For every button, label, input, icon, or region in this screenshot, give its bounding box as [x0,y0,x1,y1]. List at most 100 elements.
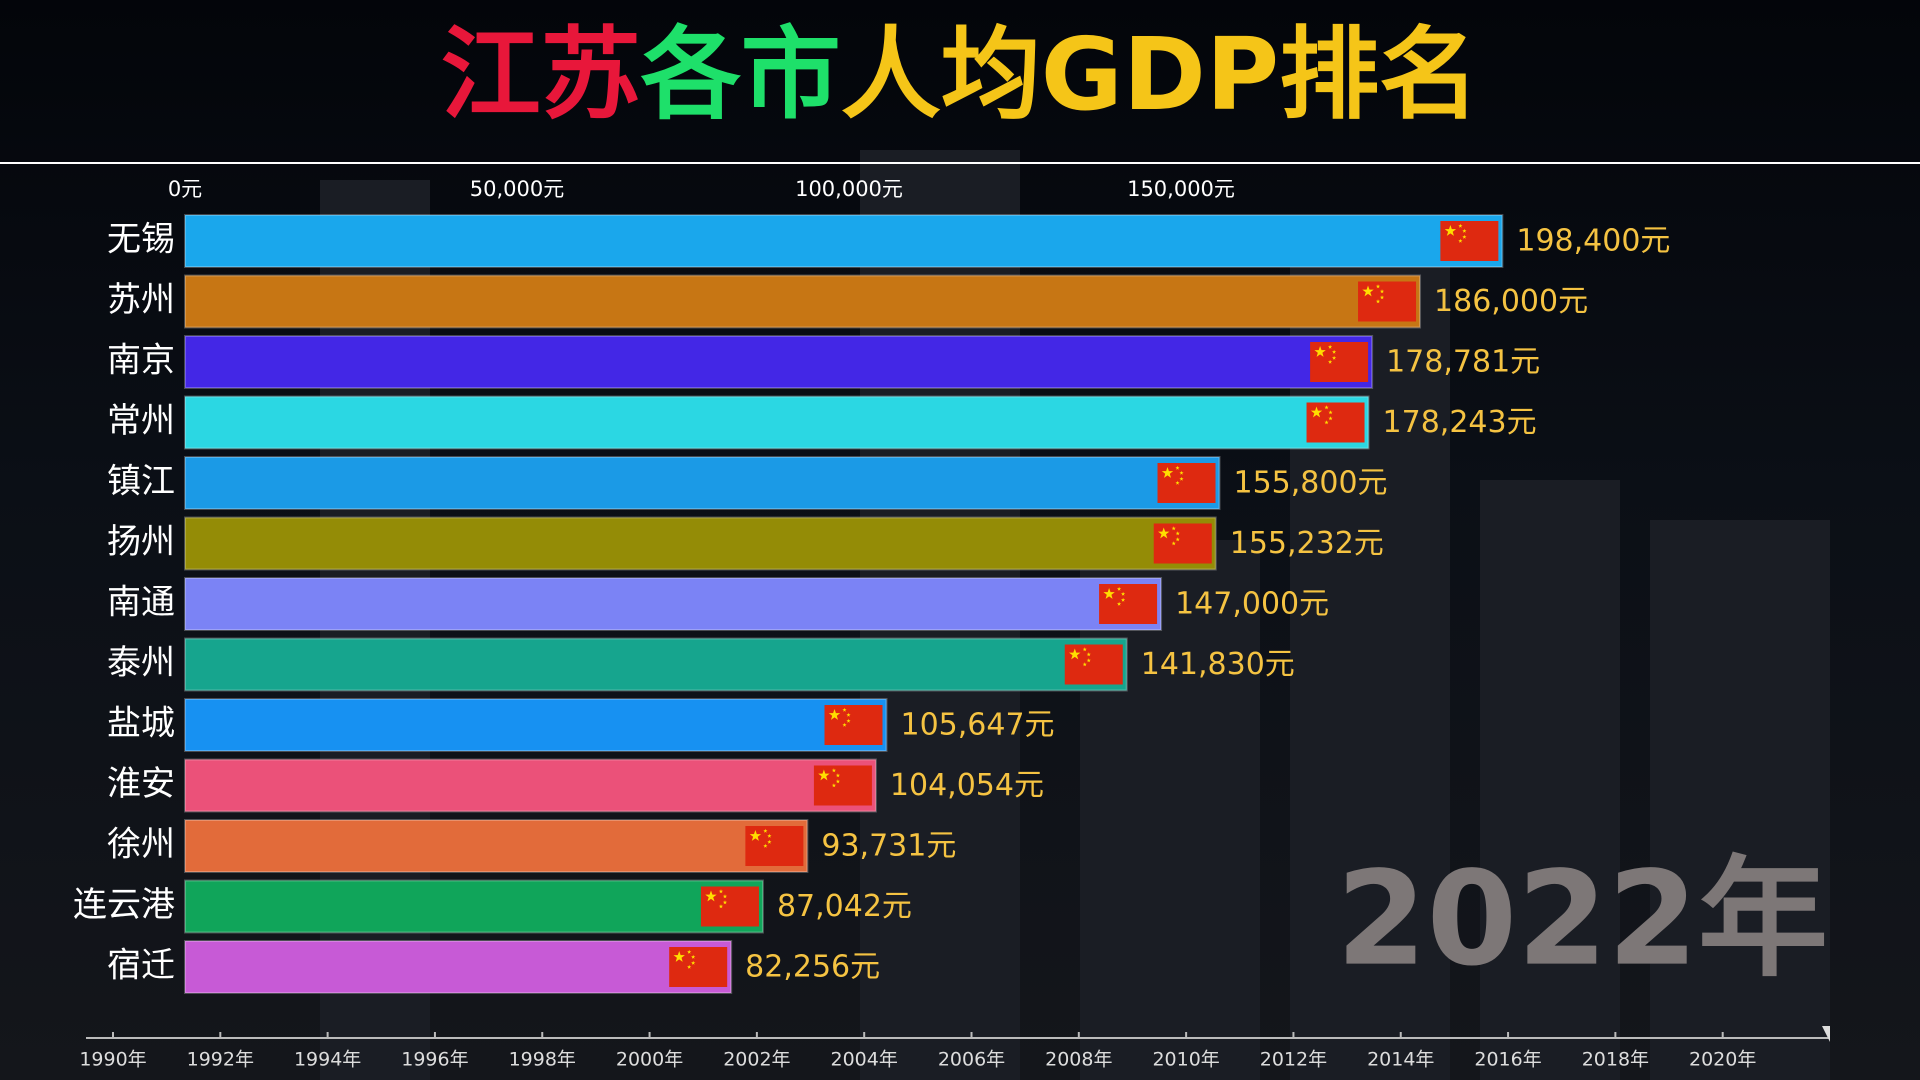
flag-star [722,900,728,905]
flag-star [1458,223,1463,228]
flag-star [705,890,717,902]
flag-star [1328,359,1333,364]
value-label: 198,400元 [1516,224,1670,259]
flag-icon [1064,644,1123,685]
timeline-label: 2016年 [1474,1049,1541,1071]
value-label: 82,256元 [745,950,880,985]
flag [824,705,883,745]
flag-star [718,889,724,894]
flag [700,886,759,927]
flag-star [842,707,847,712]
bar [184,758,877,813]
timeline-label: 2020年 [1689,1049,1756,1071]
flag [1157,463,1216,503]
flag-star [1171,526,1176,531]
flag-icon [1440,221,1499,261]
flag-star [1069,648,1081,660]
flag-star [1117,586,1122,591]
timeline-label: 1996年 [401,1049,468,1071]
flag-star [1362,285,1374,297]
flag-icon [1306,402,1365,443]
category-label: 宿迁 [107,946,175,986]
flag-star [1328,410,1333,415]
timeline-marker [1822,1026,1830,1042]
flag [745,826,804,866]
flag-star [1328,416,1333,421]
category-label: 徐州 [107,825,175,865]
timeline-label: 2000年 [616,1049,683,1071]
value-label: 186,000元 [1434,284,1588,319]
flag-icon [813,765,872,806]
flag [1099,584,1158,624]
category-label: 盐城 [107,704,175,744]
flag-star [1324,420,1329,425]
timeline-label: 2002年 [723,1049,790,1071]
flag-star [831,768,836,773]
flag-star [1462,228,1467,233]
flag-star [1158,527,1170,539]
flag-star [1179,470,1184,475]
flag-star [1086,652,1091,657]
category-label: 镇江 [107,462,175,502]
value-label: 178,781元 [1386,345,1540,380]
flag [1306,402,1365,443]
flag-star [763,828,768,833]
flag-star [835,779,840,784]
x-tick-label: 150,000元 [1127,177,1235,201]
timeline-label: 1990年 [79,1049,146,1071]
flag-star [842,722,847,727]
bar [184,698,888,752]
flag [1358,281,1417,322]
flag [1064,644,1123,685]
timeline-label: 2018年 [1582,1049,1649,1071]
flag-star [1462,234,1467,239]
category-label: 扬州 [107,522,175,562]
category-label: 苏州 [107,280,175,320]
flag-star [691,954,696,959]
flag-star [828,709,841,720]
timeline-label: 2004年 [831,1049,898,1071]
flag-icon [824,705,883,745]
category-label: 南通 [107,583,175,623]
category-label: 淮安 [107,764,175,804]
bar [184,637,1128,692]
flag-star [1375,299,1381,304]
timeline-label: 2006年 [938,1049,1005,1071]
bar [184,214,1504,268]
bar [184,274,1422,329]
bar [184,456,1221,510]
flag-star [1082,662,1087,667]
flag-star [1379,289,1385,294]
category-label: 无锡 [107,220,175,260]
flag-star [1310,406,1323,418]
x-tick-label: 50,000元 [470,177,564,201]
flag-star [1175,537,1180,542]
flag-star [1444,225,1457,236]
bar [184,335,1374,389]
flag-star [1458,238,1463,243]
value-label: 93,731元 [821,829,956,864]
flag-star [722,894,728,899]
timeline-label: 2010年 [1152,1049,1219,1071]
bar [184,395,1370,450]
flag [813,765,872,806]
flag-star [835,773,840,778]
flag-star [1121,597,1126,602]
flag-star [1324,405,1329,410]
flag-star [1332,355,1337,360]
flag [1310,342,1369,382]
current-year: 2022年 [1336,843,1828,995]
flag-star [846,712,851,717]
flag [1440,221,1499,261]
flag-icon [1153,523,1212,564]
flag-star [1175,480,1180,485]
flag-star [1179,476,1184,481]
value-label: 155,232元 [1230,526,1384,561]
flag-star [1379,295,1385,300]
flag-icon [1358,281,1417,322]
flag-star [1314,346,1326,357]
value-label: 105,647元 [900,708,1054,743]
timeline-label: 1992年 [187,1049,254,1071]
